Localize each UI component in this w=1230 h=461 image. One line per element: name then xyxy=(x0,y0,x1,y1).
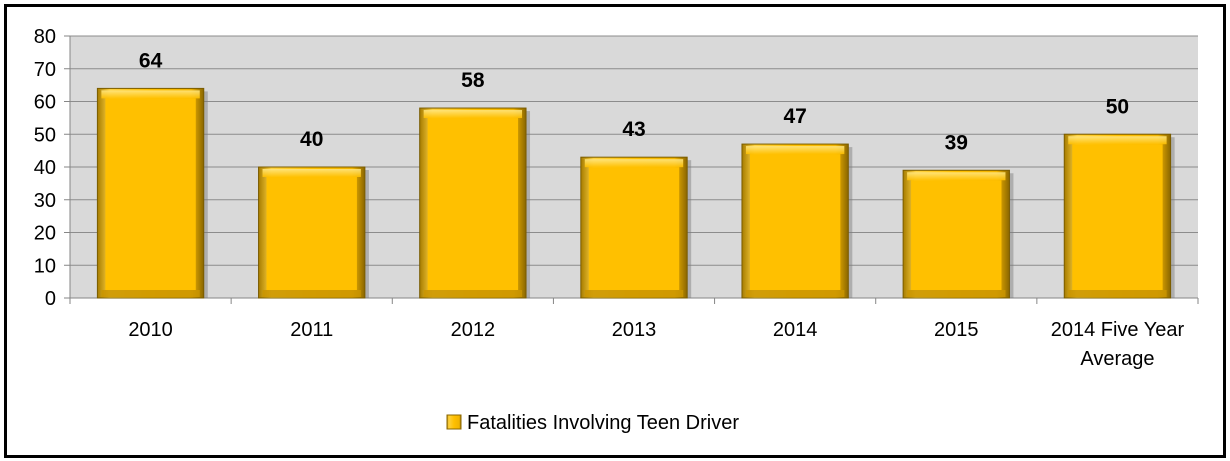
legend-swatch xyxy=(446,414,462,430)
x-tick-label: 2010 xyxy=(128,319,173,341)
bar xyxy=(258,166,369,299)
x-tick-label: 2014 xyxy=(773,319,818,341)
bar xyxy=(1063,133,1175,299)
data-label: 47 xyxy=(783,105,806,128)
data-label: 50 xyxy=(1106,95,1129,118)
bar xyxy=(902,169,1014,299)
y-tick-label: 50 xyxy=(34,124,56,146)
y-tick-label: 30 xyxy=(34,190,56,212)
x-axis: 2010 2011 2012 2013 2014 2015 2014 Five Year Av… xyxy=(69,297,1199,370)
y-tick-label: 10 xyxy=(34,255,56,277)
y-tick-label: 20 xyxy=(34,223,56,245)
y-tick-label: 40 xyxy=(34,157,56,179)
data-labels: 64 40 58 43 47 39 50 xyxy=(139,49,1129,154)
x-tick-label: 2015 xyxy=(934,319,979,341)
legend: Fatalities Involving Teen Driver xyxy=(446,412,739,434)
x-tick-label: 2014 Five Year Average xyxy=(1051,319,1185,370)
x-tick-label: 2013 xyxy=(612,319,657,341)
data-label: 64 xyxy=(139,49,163,72)
bar xyxy=(741,143,853,299)
data-label: 39 xyxy=(945,131,968,154)
y-tick-label: 80 xyxy=(34,26,56,48)
data-label: 40 xyxy=(300,128,323,151)
x-tick-label: 2012 xyxy=(451,319,496,341)
y-tick-label: 60 xyxy=(34,92,56,114)
bar xyxy=(419,107,531,299)
legend-label: Fatalities Involving Teen Driver xyxy=(467,412,739,434)
bar xyxy=(96,87,208,299)
x-tick-label: 2011 xyxy=(290,319,333,341)
y-axis: 0 10 20 30 40 50 60 70 80 xyxy=(34,26,71,310)
data-label: 58 xyxy=(461,69,485,92)
y-tick-label: 0 xyxy=(45,288,56,310)
y-tick-label: 70 xyxy=(34,59,56,81)
bar xyxy=(580,156,692,299)
bars xyxy=(96,87,1175,299)
data-label: 43 xyxy=(622,118,645,141)
